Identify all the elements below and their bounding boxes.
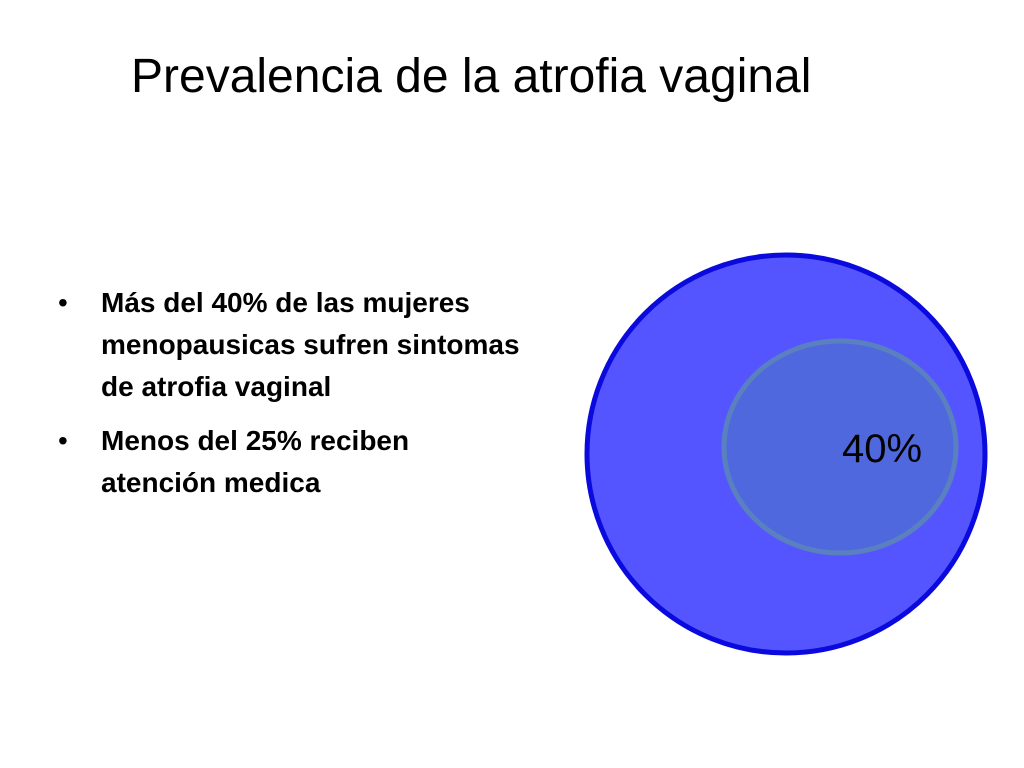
bullet-text-medical-attention: Menos del 25% reciben atención medica	[101, 425, 410, 498]
bullet-marker: •	[58, 425, 68, 456]
inner-ellipse-label: 40%	[842, 427, 922, 471]
slide-title: Prevalencia de la atrofia vaginal	[131, 50, 812, 103]
bullet-text-prevalence: Más del 40% de las mujeres menopausicas …	[101, 287, 520, 402]
bullet-list: • Más del 40% de las mujeres menopausica…	[58, 282, 558, 516]
bullet-item-medical-attention: • Menos del 25% reciben atención medica	[58, 420, 558, 504]
bullet-marker: •	[58, 287, 68, 318]
prevalence-diagram: 40%	[580, 250, 992, 658]
bullet-item-prevalence: • Más del 40% de las mujeres menopausica…	[58, 282, 558, 408]
prevalence-diagram-svg: 40%	[584, 252, 988, 656]
inner-ellipse-affected	[721, 338, 959, 556]
